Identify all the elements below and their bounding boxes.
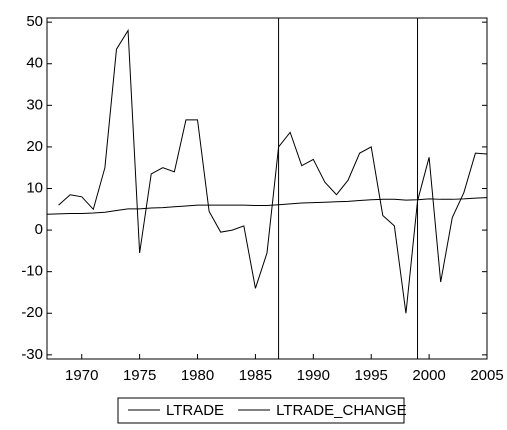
y-tick-label: 10: [26, 179, 43, 196]
x-tick-label: 2000: [412, 367, 445, 384]
series-line: [46, 197, 488, 215]
y-tick-label: -10: [21, 263, 43, 280]
y-tick-label: 0: [35, 221, 43, 238]
legend-label: LTRADE_CHANGE: [276, 402, 407, 419]
x-tick-label: 1990: [297, 367, 330, 384]
x-tick-label: 1975: [123, 367, 156, 384]
legend-label: LTRADE: [166, 402, 224, 419]
x-tick-label: 1970: [65, 367, 98, 384]
x-tick-label: 1985: [239, 367, 272, 384]
legend-box: [117, 397, 405, 424]
y-tick-label: 20: [26, 138, 43, 155]
x-tick-label: 2005: [470, 367, 503, 384]
y-tick-label: -30: [21, 346, 43, 363]
y-tick-label: 30: [26, 96, 43, 113]
x-tick-label: 1980: [181, 367, 214, 384]
y-tick-label: 40: [26, 55, 43, 72]
y-tick-label: -20: [21, 304, 43, 321]
x-tick-label: 1995: [355, 367, 388, 384]
series-line: [58, 28, 488, 314]
y-tick-label: 50: [26, 13, 43, 30]
